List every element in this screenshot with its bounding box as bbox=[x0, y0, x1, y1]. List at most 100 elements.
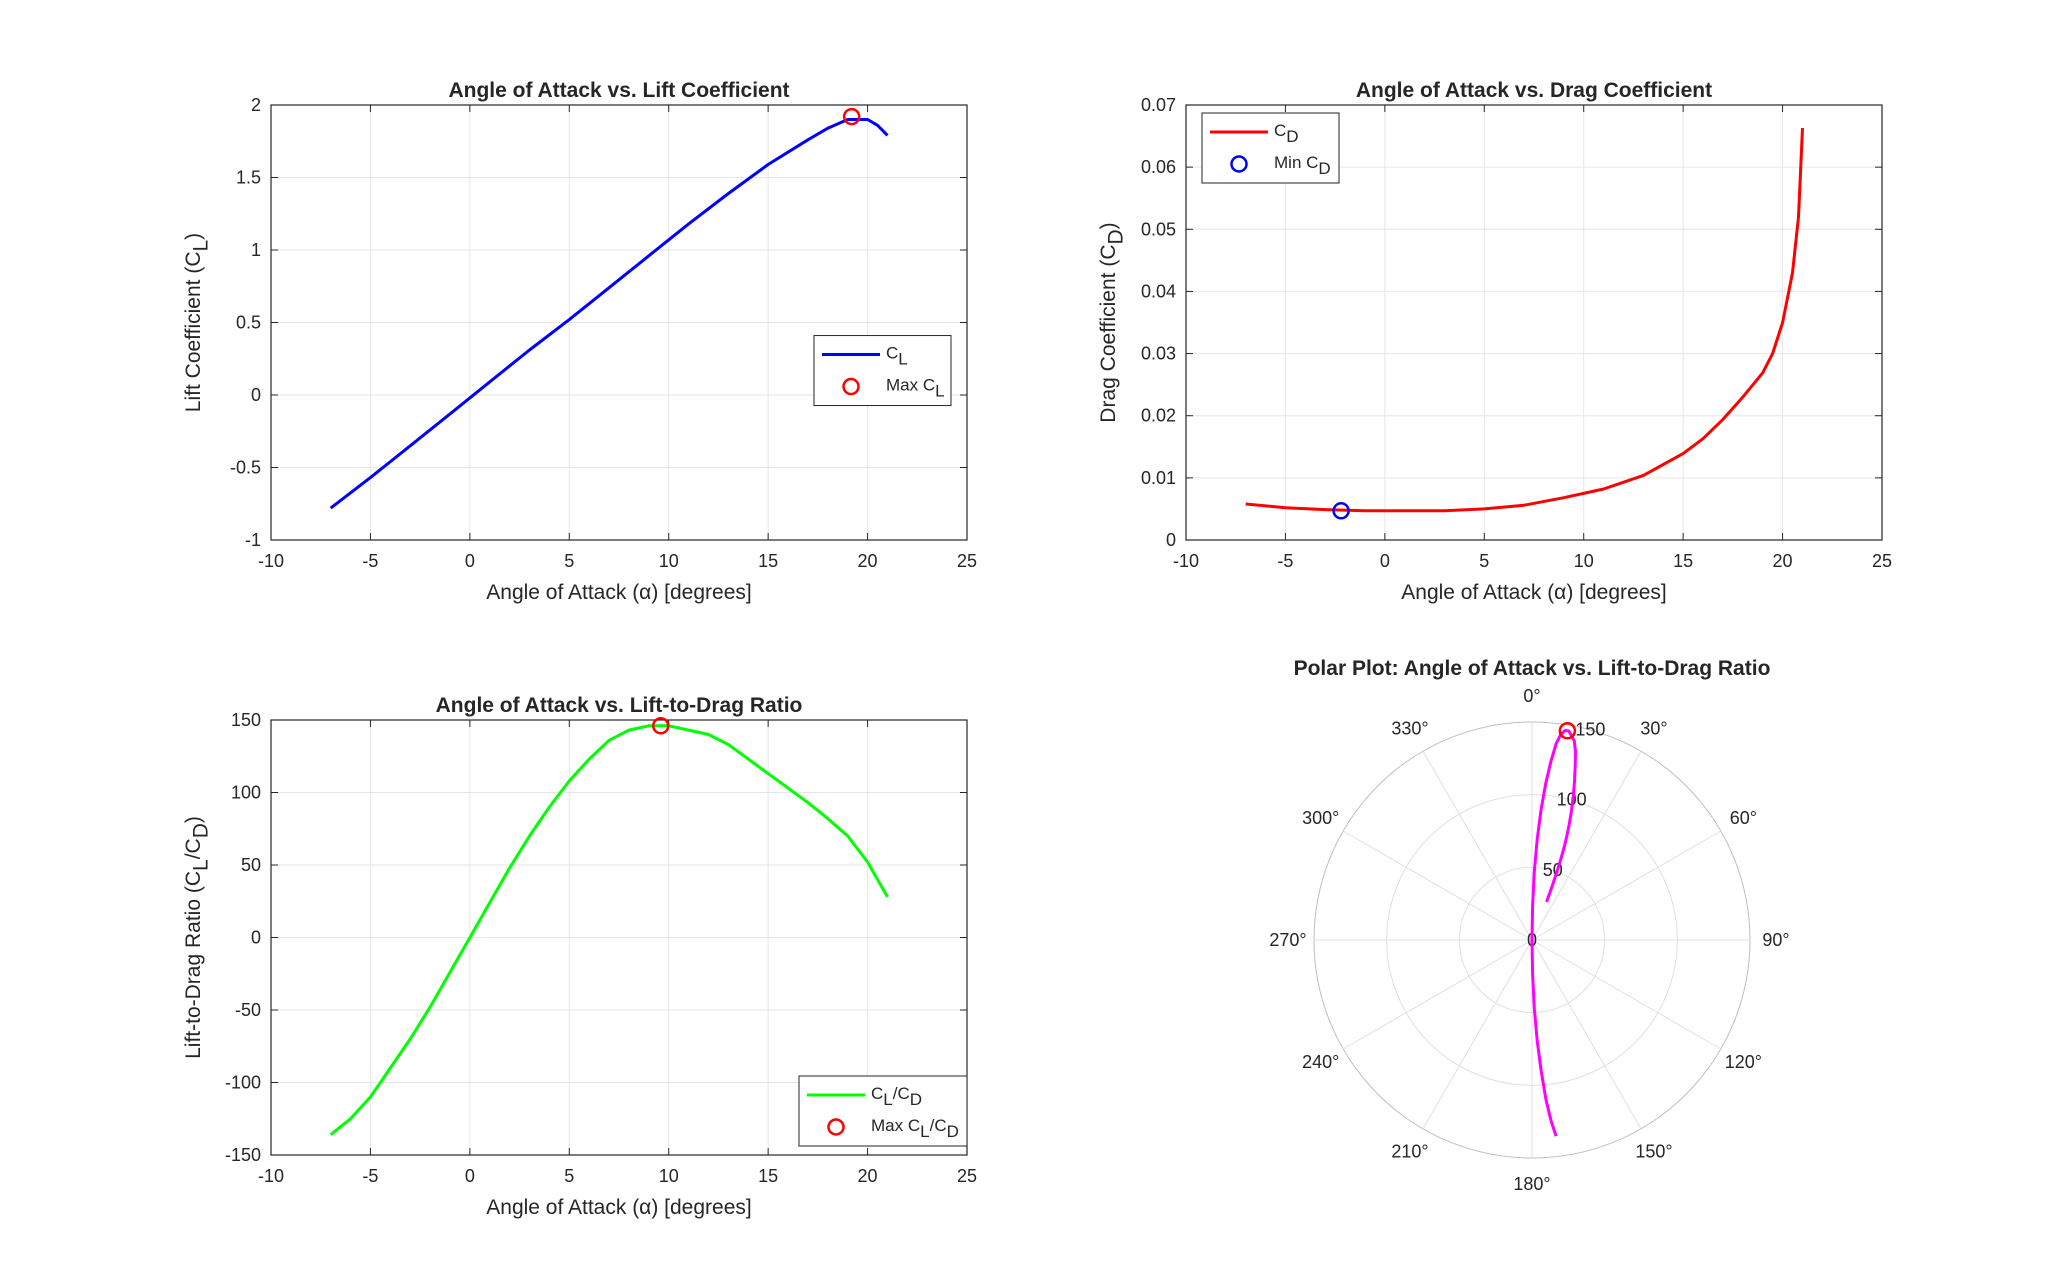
theta-tick-label: 180° bbox=[1513, 1174, 1550, 1194]
label-part: /C bbox=[182, 838, 205, 859]
y-axis-label: Drag Coefficient (CD) bbox=[1097, 222, 1127, 422]
legend-label: Max CL bbox=[886, 376, 945, 401]
theta-tick-label: 300° bbox=[1302, 808, 1339, 828]
x-tick-label: 15 bbox=[758, 1166, 778, 1186]
y-tick-label: 0 bbox=[251, 928, 261, 948]
label-part: L bbox=[935, 382, 944, 401]
x-tick-label: 15 bbox=[758, 551, 778, 571]
x-tick-label: 10 bbox=[659, 551, 679, 571]
polar-spoke bbox=[1422, 939, 1533, 1130]
label-part: D bbox=[1286, 127, 1298, 146]
r-tick-label: 150 bbox=[1575, 719, 1605, 739]
y-tick-label: 0.03 bbox=[1141, 344, 1176, 364]
axes-box bbox=[270, 719, 968, 1156]
chart-title: Angle of Attack vs. Drag Coefficient bbox=[1356, 79, 1712, 102]
legend-label: CL/CD bbox=[871, 1084, 922, 1109]
label-part: Drag Coefficient (C bbox=[1097, 244, 1120, 422]
marker-point bbox=[652, 717, 670, 735]
label-part: Lift Coefficient (C bbox=[182, 252, 205, 413]
label-part: D bbox=[189, 823, 212, 838]
legend-marker-swatch bbox=[827, 1118, 845, 1136]
y-tick-label: -50 bbox=[235, 1000, 261, 1020]
x-tick-label: 10 bbox=[1574, 551, 1594, 571]
label-part: L bbox=[189, 859, 212, 871]
x-tick-label: -10 bbox=[1173, 551, 1199, 571]
x-tick-label: 15 bbox=[1673, 551, 1693, 571]
y-tick-label: 1 bbox=[251, 240, 261, 260]
x-tick-label: 5 bbox=[564, 551, 574, 571]
y-tick-label: -0.5 bbox=[230, 458, 261, 478]
label-part: D bbox=[1104, 229, 1127, 244]
legend-label: Min CD bbox=[1274, 153, 1331, 178]
y-axis-label: Lift-to-Drag Ratio (CL/CD) bbox=[182, 816, 212, 1059]
x-tick-label: 0 bbox=[465, 551, 475, 571]
chart-polar: 0° 30° 60° 90° 120° 150° 180° 210° 240° 270° 300° 3… bbox=[1269, 657, 1789, 1194]
x-tick-label: -5 bbox=[362, 551, 378, 571]
y-tick-label: 0.04 bbox=[1141, 281, 1176, 301]
chart-ld: -10 -5 0 5 10 15 20 25-150-100-50050100150Angle… bbox=[182, 694, 977, 1219]
x-tick-label: 25 bbox=[1872, 551, 1892, 571]
label-part: Min C bbox=[1274, 153, 1318, 172]
marker-point bbox=[1332, 502, 1350, 520]
polar-spoke bbox=[1531, 939, 1642, 1130]
polar-marker-point bbox=[1558, 722, 1577, 740]
x-tick-label: 0 bbox=[1380, 551, 1390, 571]
x-axis-label: Angle of Attack (α) [degrees] bbox=[486, 581, 751, 604]
label-part: Max C bbox=[871, 1116, 920, 1135]
x-tick-label: 5 bbox=[1479, 551, 1489, 571]
series-line bbox=[329, 118, 889, 510]
theta-tick-label: 120° bbox=[1725, 1052, 1762, 1072]
y-tick-label: 2 bbox=[251, 95, 261, 115]
theta-tick-label: 30° bbox=[1640, 719, 1667, 739]
label-part: Max C bbox=[886, 376, 935, 395]
x-tick-label: 10 bbox=[659, 1166, 679, 1186]
polar-spoke bbox=[1342, 939, 1533, 1050]
y-tick-label: 0 bbox=[251, 385, 261, 405]
x-axis-label: Angle of Attack (α) [degrees] bbox=[486, 1196, 751, 1219]
label-part: D bbox=[1318, 159, 1330, 178]
polar-spoke bbox=[1342, 830, 1533, 941]
polar-spoke bbox=[1422, 750, 1533, 941]
x-tick-label: 25 bbox=[957, 1166, 977, 1186]
x-tick-label: -5 bbox=[362, 1166, 378, 1186]
theta-tick-label: 90° bbox=[1762, 930, 1789, 950]
polar-spoke bbox=[1531, 830, 1722, 941]
label-part: ) bbox=[182, 816, 205, 823]
legend-box bbox=[1201, 112, 1340, 184]
y-tick-label: -100 bbox=[225, 1073, 261, 1093]
x-tick-label: 25 bbox=[957, 551, 977, 571]
axes-box bbox=[270, 104, 968, 541]
y-tick-label: -1 bbox=[245, 530, 261, 550]
legend-marker-swatch bbox=[1230, 155, 1248, 173]
marker-point bbox=[842, 107, 861, 126]
polar-spoke bbox=[1531, 939, 1722, 1050]
series-line bbox=[329, 724, 889, 1136]
label-part: D bbox=[947, 1122, 959, 1141]
y-tick-label: 0.05 bbox=[1141, 219, 1176, 239]
label-part: ) bbox=[182, 233, 205, 240]
chart-cd: -10 -5 0 5 10 15 20 25 0 0.01 0.02 0.03 0.04 0.05 0.06… bbox=[1097, 79, 1892, 604]
y-tick-label: 0 bbox=[1166, 530, 1176, 550]
label-part: L bbox=[920, 1122, 929, 1141]
theta-tick-label: 270° bbox=[1269, 930, 1306, 950]
theta-tick-label: 60° bbox=[1730, 808, 1757, 828]
legend-label: CD bbox=[1274, 121, 1299, 146]
y-tick-label: -150 bbox=[225, 1145, 261, 1165]
y-tick-label: 0.5 bbox=[236, 313, 261, 333]
chart-title: Angle of Attack vs. Lift Coefficient bbox=[448, 79, 789, 102]
x-tick-label: 5 bbox=[564, 1166, 574, 1186]
y-tick-label: 0.07 bbox=[1141, 95, 1176, 115]
y-tick-label: 0.01 bbox=[1141, 468, 1176, 488]
legend-box bbox=[798, 1075, 968, 1147]
series-line bbox=[1245, 127, 1804, 513]
label-part: L bbox=[898, 350, 907, 369]
chart-cl: -10 -5 0 5 10 15 20 25 -1 -0.5 0 0.5 1 1.5 2 Angle of A… bbox=[182, 79, 977, 604]
chart-title: Angle of Attack vs. Lift-to-Drag Ratio bbox=[436, 694, 803, 717]
x-axis-label: Angle of Attack (α) [degrees] bbox=[1401, 581, 1666, 604]
x-tick-label: -5 bbox=[1277, 551, 1293, 571]
y-tick-label: 50 bbox=[241, 855, 261, 875]
